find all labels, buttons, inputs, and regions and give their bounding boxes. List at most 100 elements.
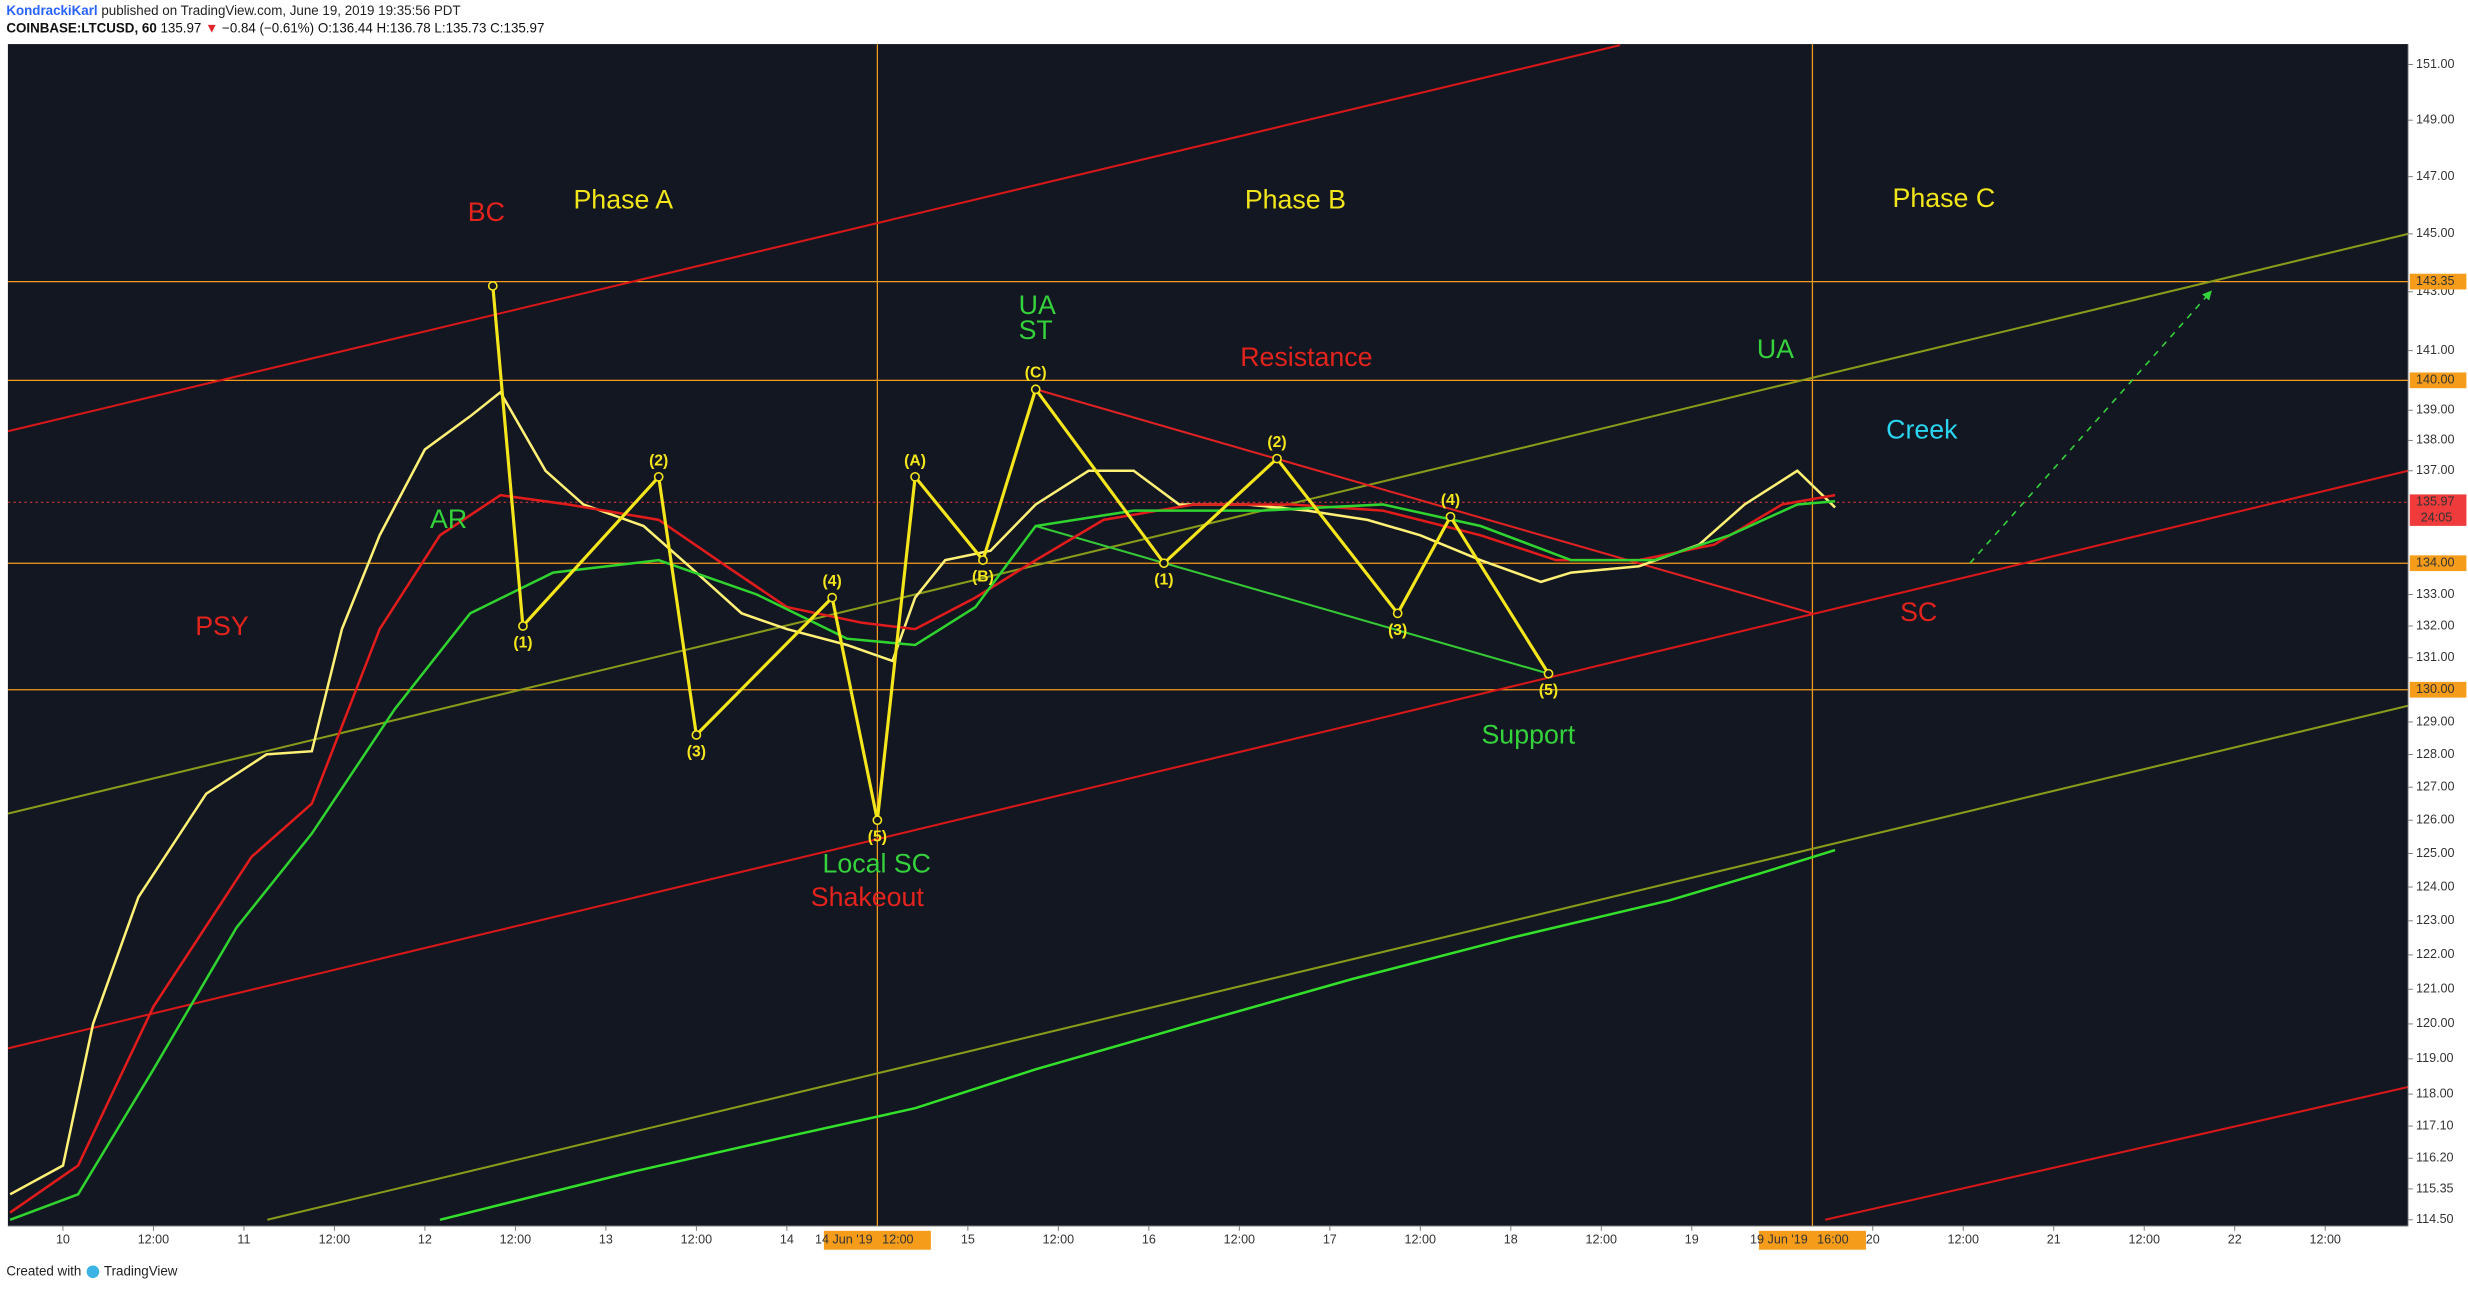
change: −0.84 (−0.61%) <box>222 20 314 35</box>
wave-point <box>827 592 837 603</box>
wave-label: (2) <box>649 452 668 469</box>
level-tag <box>2409 372 2467 389</box>
header-line: KondrackiKarl published on TradingView.c… <box>6 3 460 18</box>
annotation: Phase B <box>1245 185 1346 215</box>
x-tick-label: 18 <box>1504 1233 1518 1247</box>
trendline <box>267 704 2409 1221</box>
time-marker-tag <box>1758 1230 1866 1250</box>
x-tick-label: 12 <box>418 1233 432 1247</box>
x-tick-label: 17 <box>1323 1233 1337 1247</box>
y-tick-label: 126.00 <box>2416 813 2454 827</box>
level-label: 134.00 <box>2416 556 2454 570</box>
axes: 151.00149.00147.00145.00143.00141.00139.… <box>7 44 2468 1250</box>
wave-label: (5) <box>868 829 887 846</box>
y-tick-label: 129.00 <box>2416 714 2454 728</box>
time-marker-tag <box>823 1230 931 1250</box>
last-price-label: 135.97 <box>2416 495 2454 509</box>
x-tick-label: 12:00 <box>2128 1233 2159 1247</box>
wave-point <box>518 621 528 631</box>
author[interactable]: KondrackiKarl <box>6 3 97 18</box>
annotation: Creek <box>1886 414 1958 444</box>
published: published on TradingView.com, June 19, 2… <box>101 3 460 18</box>
x-tick-label: 12:00 <box>500 1233 531 1247</box>
moving-average <box>9 493 1836 1214</box>
x-tick-label: 11 <box>237 1233 250 1247</box>
y-tick-label: 149.00 <box>2416 113 2454 127</box>
y-tick-label: 120.00 <box>2416 1016 2454 1030</box>
wave-label: (5) <box>1539 682 1558 699</box>
time-marker-time: 12:00 <box>882 1233 913 1247</box>
y-tick-label: 151.00 <box>2416 57 2454 71</box>
wave-label: (1) <box>513 634 532 651</box>
wave-point <box>872 815 883 826</box>
trendline <box>1035 525 1549 675</box>
x-tick-label: 12:00 <box>319 1233 350 1247</box>
footer-brand[interactable]: TradingView <box>104 1263 178 1278</box>
level-label: 140.00 <box>2416 373 2454 387</box>
y-tick-label: 119.00 <box>2416 1051 2454 1065</box>
annotation: UA <box>1757 334 1794 364</box>
level-tag <box>2409 555 2467 572</box>
x-tick-label: 22 <box>2228 1233 2242 1247</box>
moving-average <box>9 500 1836 1221</box>
x-tick-label: 14 <box>780 1233 794 1247</box>
level-label: 143.35 <box>2416 274 2454 288</box>
annotation: Phase C <box>1893 183 1996 213</box>
y-tick-label: 125.00 <box>2416 846 2454 860</box>
annotation: SC <box>1900 597 1937 627</box>
moving-average <box>439 848 1836 1222</box>
x-tick-label: 12:00 <box>1043 1233 1074 1247</box>
wave-point <box>1030 384 1041 395</box>
annotation: Local SC <box>822 849 931 879</box>
annotation: PSY <box>195 611 249 641</box>
trendline <box>7 469 2409 1050</box>
x-tick-label: 15 <box>961 1233 975 1247</box>
y-tick-label: 114.50 <box>2416 1212 2454 1226</box>
wave-label: (3) <box>1388 622 1407 639</box>
wave-label: (C) <box>1025 365 1047 382</box>
y-tick-label: 133.00 <box>2416 587 2454 601</box>
x-tick-label: 12:00 <box>1948 1233 1979 1247</box>
wave-label: (2) <box>1267 434 1286 451</box>
wave-point <box>1543 668 1554 679</box>
trendline <box>7 44 1621 433</box>
wave-label: (1) <box>1154 572 1173 589</box>
x-tick-label: 12:00 <box>2309 1233 2340 1247</box>
y-tick-label: 138.00 <box>2416 433 2454 447</box>
level-tag <box>2409 273 2467 290</box>
brand-logo <box>86 1265 100 1279</box>
y-tick-label: 131.00 <box>2416 650 2454 664</box>
y-tick-label: 139.00 <box>2416 403 2454 417</box>
trendline <box>1824 1085 2409 1221</box>
ohlc: O:136.44 H:136.78 L:135.73 C:135.97 <box>318 20 545 35</box>
y-tick-label: 122.00 <box>2416 947 2454 961</box>
y-tick-label: 117.10 <box>2416 1118 2454 1132</box>
y-tick-label: 132.00 <box>2416 618 2454 632</box>
x-tick-label: 21 <box>2047 1233 2061 1247</box>
y-tick-label: 116.20 <box>2416 1151 2454 1165</box>
annotation: UA <box>1019 290 1056 320</box>
moving-average <box>9 390 1836 1196</box>
wave-point <box>653 471 664 482</box>
footer-created: Created with <box>6 1263 81 1278</box>
wave-label: (4) <box>1441 492 1460 509</box>
y-tick-label: 121.00 <box>2416 982 2454 996</box>
wave-point <box>978 555 988 565</box>
symbol: COINBASE:LTCUSD, 60 <box>6 20 156 35</box>
time-marker-date: 14 Jun '19 <box>815 1233 873 1247</box>
y-tick-label: 123.00 <box>2416 913 2454 927</box>
wave-label: (B) <box>972 569 994 586</box>
annotation: BC <box>468 197 505 227</box>
x-tick-label: 20 <box>1866 1233 1880 1247</box>
wave-point <box>1159 558 1169 569</box>
wave-point <box>691 730 702 740</box>
y-tick-label: 118.00 <box>2416 1086 2454 1100</box>
x-tick-label: 12:00 <box>138 1233 169 1247</box>
wave-line <box>491 285 1550 821</box>
x-tick-label: 12:00 <box>1405 1233 1436 1247</box>
x-tick-label: 13 <box>599 1233 613 1247</box>
annotation: ST <box>1019 315 1053 345</box>
annotation: Shakeout <box>811 882 925 912</box>
wave-label: (3) <box>687 743 706 760</box>
